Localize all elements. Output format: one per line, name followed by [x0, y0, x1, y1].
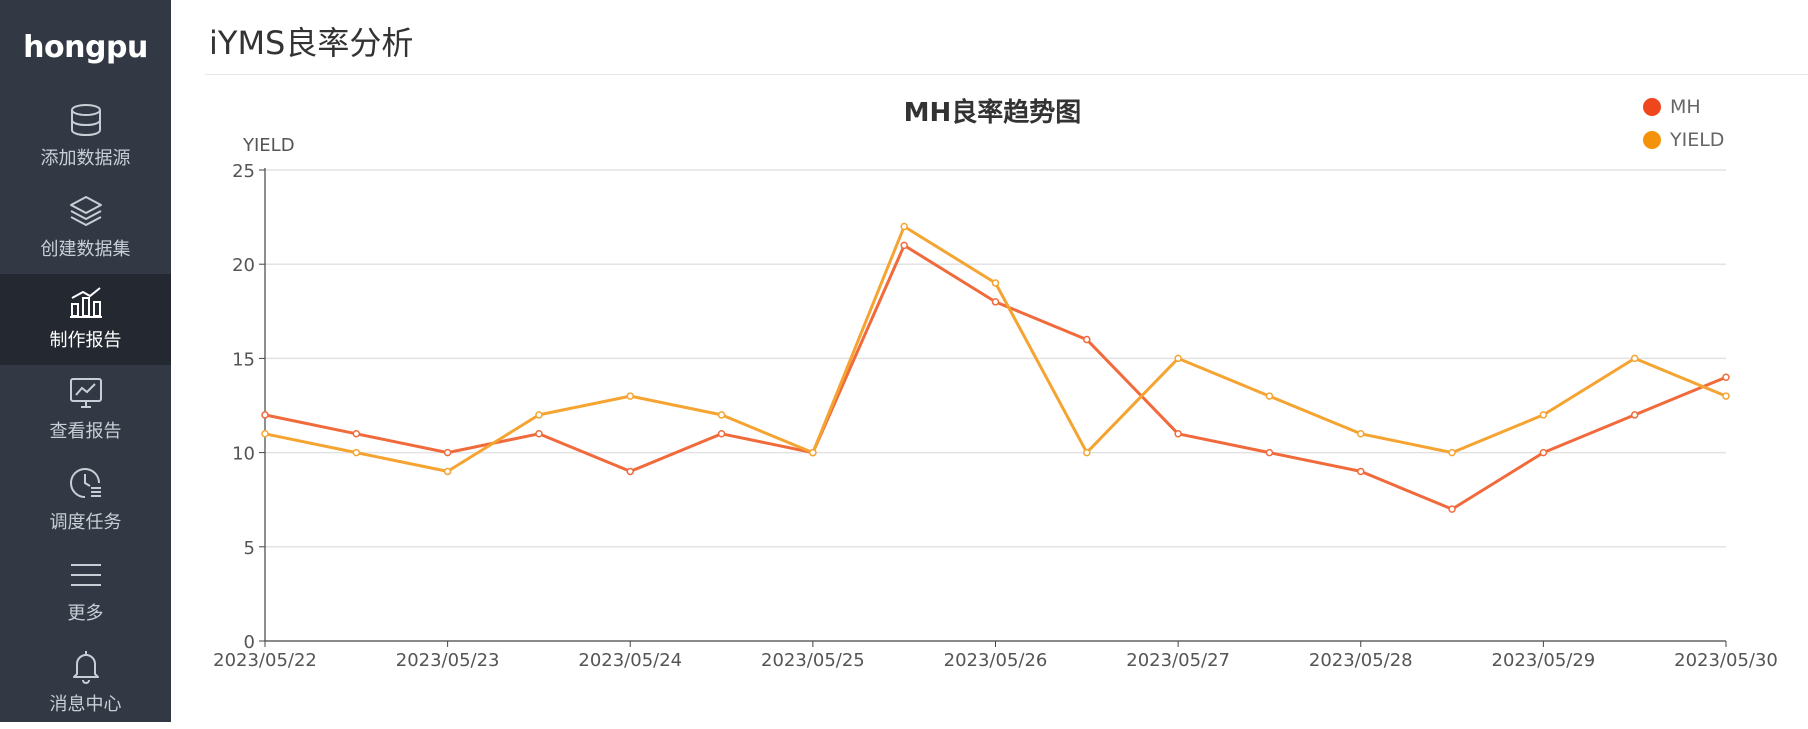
y-tick-label: 10 — [232, 444, 255, 465]
y-tick-label: 5 — [244, 538, 255, 559]
data-point-mh — [1265, 448, 1274, 457]
data-point-mh — [626, 467, 634, 476]
hongpu-logo: hongpu — [23, 30, 148, 65]
y-tick-label: 25 — [232, 161, 255, 182]
sidebar-item-label: 消息中心 — [49, 694, 122, 715]
data-point-yield — [1083, 448, 1091, 457]
x-tick-label: 2023/05/25 — [761, 650, 865, 671]
data-point-yield — [626, 392, 634, 400]
data-point-yield — [1539, 411, 1548, 419]
y-axis-label: YIELD — [242, 135, 295, 156]
data-point-yield — [443, 467, 452, 476]
sidebar-item-label: 查看报告 — [49, 421, 122, 442]
legend-label-yield: YIELD — [1670, 129, 1725, 151]
data-point-mh — [1630, 411, 1639, 419]
data-point-mh — [443, 448, 452, 457]
sidebar-item-make-report[interactable]: 制作报告 — [0, 274, 171, 365]
x-tick-label: 2023/05/28 — [1309, 650, 1413, 671]
series-line-yield — [264, 225, 1727, 473]
data-point-yield — [1174, 354, 1182, 363]
y-tick-label: 15 — [232, 349, 255, 370]
data-point-mh — [717, 430, 726, 438]
database-icon — [71, 104, 101, 137]
data-point-mh — [900, 241, 908, 250]
data-point-mh — [352, 430, 361, 438]
title-divider — [205, 74, 1808, 75]
page-title: iYMS良率分析 — [209, 24, 414, 62]
data-point-mh — [1357, 467, 1365, 476]
data-point-mh — [1174, 430, 1182, 438]
legend-item-yield[interactable]: YIELD — [1643, 129, 1724, 151]
data-point-mh — [261, 411, 269, 419]
legend-label-mh: MH — [1670, 96, 1701, 118]
data-point-yield — [809, 448, 817, 457]
data-point-yield — [1265, 392, 1274, 400]
sidebar-item-label: 更多 — [67, 603, 104, 624]
data-point-yield — [900, 222, 908, 231]
bar-chart-icon — [70, 287, 102, 318]
x-tick-label: 2023/05/27 — [1126, 650, 1230, 671]
menu-icon — [71, 564, 101, 586]
sidebar-item-view-report[interactable]: 查看报告 — [0, 365, 171, 456]
x-tick-label: 2023/05/22 — [213, 650, 317, 671]
legend-marker-mh — [1643, 98, 1661, 116]
chart-title: MH良率趋势图 — [903, 98, 1082, 128]
data-point-yield — [535, 411, 543, 419]
sidebar-item-more[interactable]: 更多 — [0, 547, 171, 638]
sidebar-item-label: 创建数据集 — [40, 239, 131, 260]
data-point-mh — [991, 298, 1000, 306]
legend-item-mh[interactable]: MH — [1643, 96, 1701, 118]
legend-marker-yield — [1643, 131, 1661, 149]
x-tick-label: 2023/05/30 — [1674, 650, 1778, 671]
y-tick-label: 0 — [244, 632, 255, 653]
sidebar-item-label: 调度任务 — [49, 512, 122, 533]
data-point-yield — [1357, 430, 1365, 438]
sidebar: hongpu 添加数据源 创建数据集 制作报告 — [0, 0, 171, 722]
data-point-yield — [261, 430, 269, 438]
layers-icon — [70, 196, 102, 226]
y-tick-label: 20 — [232, 255, 255, 276]
x-tick-label: 2023/05/29 — [1492, 650, 1596, 671]
x-tick-label: 2023/05/24 — [578, 650, 682, 671]
data-point-yield — [1630, 354, 1639, 363]
bell-icon — [73, 651, 99, 684]
x-tick-label: 2023/05/26 — [944, 650, 1048, 671]
data-point-mh — [1722, 373, 1730, 381]
data-point-yield — [991, 279, 1000, 287]
data-point-mh — [1448, 505, 1456, 513]
data-point-yield — [1722, 392, 1730, 400]
sidebar-item-schedule-tasks[interactable]: 调度任务 — [0, 456, 171, 547]
monitor-chart-icon — [70, 378, 102, 408]
data-point-mh — [535, 430, 543, 438]
clock-schedule-icon — [70, 468, 101, 498]
x-tick-label: 2023/05/23 — [396, 650, 500, 671]
sidebar-item-add-datasource[interactable]: 添加数据源 — [0, 92, 171, 183]
sidebar-item-label: 添加数据源 — [40, 148, 131, 169]
data-point-yield — [1448, 448, 1456, 457]
sidebar-item-create-dataset[interactable]: 创建数据集 — [0, 183, 171, 274]
sidebar-item-message-center[interactable]: 消息中心 — [0, 638, 171, 729]
data-point-yield — [352, 448, 361, 457]
sidebar-item-label: 制作报告 — [49, 330, 122, 351]
data-point-yield — [717, 411, 726, 419]
data-point-mh — [1083, 335, 1091, 344]
data-point-mh — [1539, 448, 1548, 457]
